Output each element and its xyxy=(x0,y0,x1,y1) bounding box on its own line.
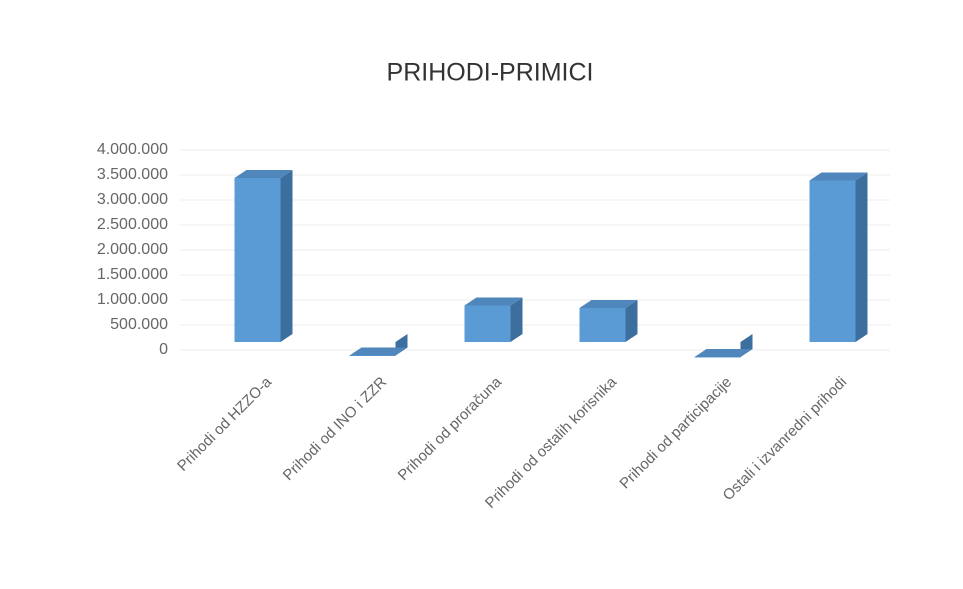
bar-top xyxy=(694,349,753,357)
bar xyxy=(464,305,511,342)
bar-side xyxy=(625,300,638,342)
y-tick-label: 500.000 xyxy=(110,316,168,333)
x-tick-label: Prihodi od INO i ZZR xyxy=(280,374,391,485)
y-tick-label: 3.500.000 xyxy=(97,166,168,183)
x-tick-label: Prihodi od ostalih korisnika xyxy=(482,373,621,512)
bar-top xyxy=(809,172,868,181)
bar xyxy=(579,308,626,342)
bar-top xyxy=(464,297,523,306)
y-tick-label: 2.500.000 xyxy=(97,216,168,233)
bar-top xyxy=(579,300,638,308)
y-tick-label: 1.000.000 xyxy=(97,291,168,308)
bar-side xyxy=(280,170,293,342)
y-tick-label: 0 xyxy=(159,341,168,358)
y-tick-label: 2.000.000 xyxy=(97,241,168,258)
x-tick-label: Prihodi od proračuna xyxy=(395,373,506,484)
bar-side xyxy=(855,172,868,342)
bar-top xyxy=(349,347,408,356)
bar-top xyxy=(234,170,293,178)
bar xyxy=(809,180,856,342)
y-tick-label: 4.000.000 xyxy=(97,141,168,158)
bar xyxy=(694,357,741,358)
x-tick-label: Ostali i izvanredni prihodi xyxy=(720,374,851,505)
x-tick-label: Prihodi od HZZO-a xyxy=(174,373,275,474)
x-tick-label: Prihodi od participacije xyxy=(616,374,735,493)
y-tick-label: 1.500.000 xyxy=(97,266,168,283)
chart-title: PRIHODI-PRIMICI xyxy=(387,59,594,87)
bar-side xyxy=(510,297,523,342)
bar xyxy=(349,355,396,356)
y-tick-label: 3.000.000 xyxy=(97,191,168,208)
bar xyxy=(234,178,281,342)
